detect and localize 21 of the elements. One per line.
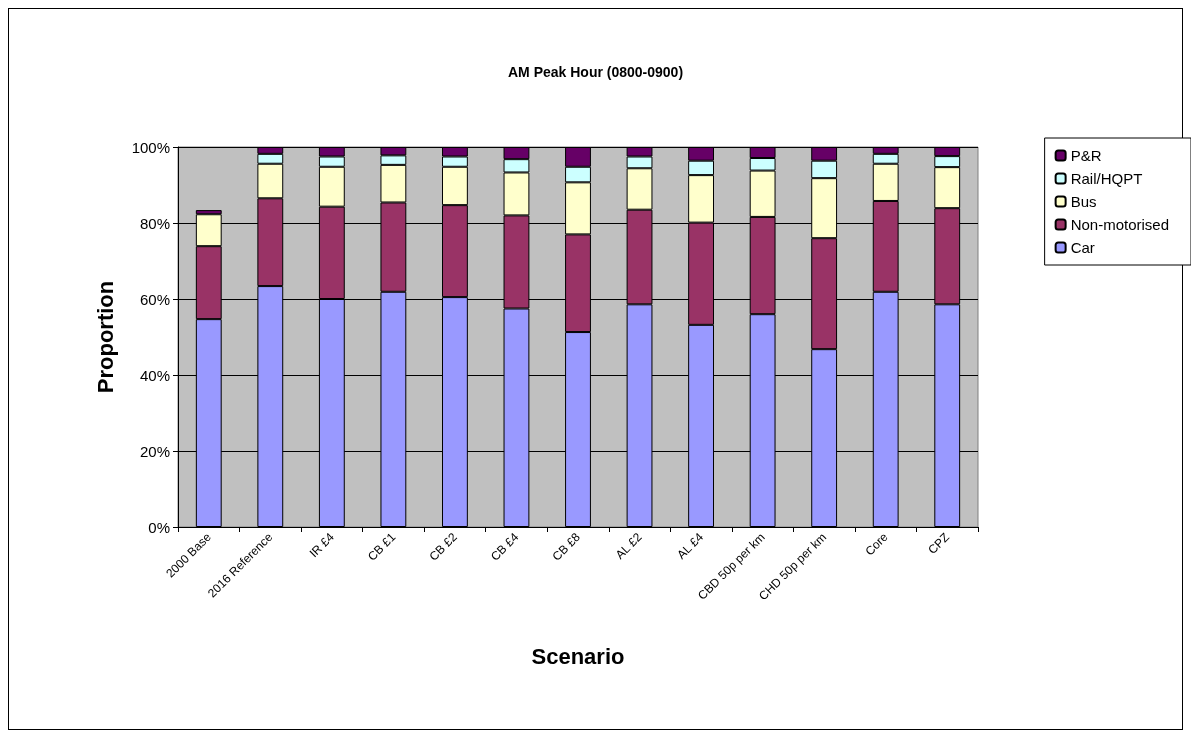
- y-tick-label: 0%: [148, 518, 170, 536]
- chart-title: AM Peak Hour (0800-0900): [507, 64, 684, 80]
- y-tick-label: 20%: [139, 442, 170, 460]
- x-tick-label: CB £2: [426, 529, 461, 564]
- y-axis-title: Proportion: [92, 280, 118, 394]
- legend-label: P&R: [1070, 147, 1102, 164]
- x-axis-title: Scenario: [531, 643, 625, 669]
- x-tick-label: CB £4: [487, 529, 522, 564]
- x-tick-label: CB £1: [364, 529, 399, 564]
- x-tick-label: CB £8: [549, 529, 584, 564]
- legend-label: Bus: [1070, 193, 1097, 210]
- y-tick-label: 60%: [139, 290, 170, 308]
- legend-label: Rail/HQPT: [1070, 170, 1143, 187]
- x-tick-label: IR £4: [306, 529, 338, 561]
- legend-label: Non-motorised: [1070, 216, 1169, 233]
- x-tick-label: AL £2: [612, 529, 645, 562]
- x-tick-label: AL £4: [674, 529, 707, 562]
- y-tick-label: 100%: [131, 138, 170, 156]
- y-tick-label: 80%: [139, 214, 170, 232]
- legend-label: Car: [1070, 239, 1095, 256]
- y-tick-label: 40%: [139, 366, 170, 384]
